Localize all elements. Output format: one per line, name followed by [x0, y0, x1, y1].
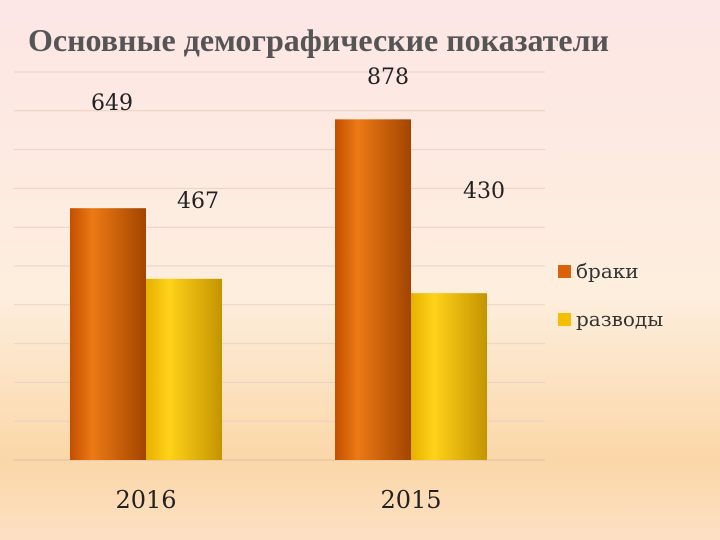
- legend-item-divorces: разводы: [558, 306, 663, 332]
- data-label-divorces-2016: 467: [177, 189, 219, 214]
- legend-item-marriages: браки: [558, 258, 663, 284]
- legend-swatch-divorces: [558, 312, 571, 326]
- bar-marriages-2016: [70, 208, 146, 460]
- legend-label-divorces: разводы: [576, 307, 664, 331]
- legend-swatch-marriages: [558, 264, 571, 278]
- bar-divorces-2015: [411, 293, 487, 460]
- data-labels: 649 467 878 430: [91, 65, 505, 214]
- bars: [70, 119, 487, 460]
- x-tick-label-2016: 2016: [115, 486, 176, 514]
- data-label-marriages-2015: 878: [367, 65, 409, 90]
- data-label-divorces-2015: 430: [463, 179, 505, 204]
- data-label-marriages-2016: 649: [91, 91, 133, 116]
- legend: браки разводы: [558, 258, 663, 354]
- x-tick-labels: 2016 2015: [115, 486, 441, 514]
- bar-marriages-2015: [335, 119, 411, 460]
- x-tick-label-2015: 2015: [380, 486, 441, 514]
- bar-divorces-2016: [146, 278, 222, 460]
- chart-title: Основные демографические показатели: [28, 22, 609, 58]
- legend-label-marriages: браки: [576, 259, 639, 283]
